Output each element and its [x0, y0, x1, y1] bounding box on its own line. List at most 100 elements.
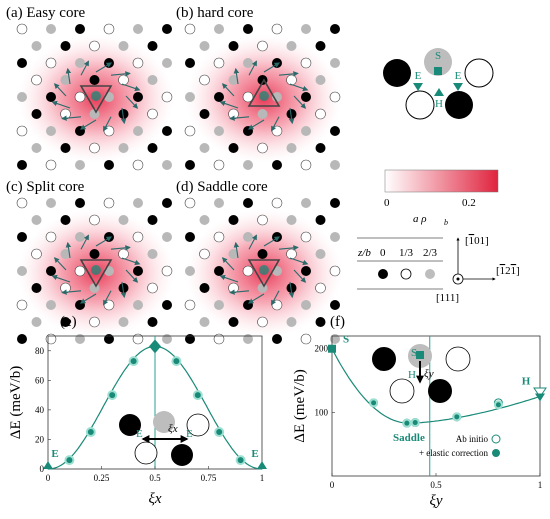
zb-table: z/b 0 1/3 2/3: [357, 237, 443, 290]
displacement-arrow: [103, 290, 112, 306]
atom-black: [89, 249, 100, 259]
atom-black: [272, 160, 282, 170]
y-tick-label: 20: [35, 434, 45, 444]
data-point: [107, 390, 118, 401]
atom-gray: [17, 92, 27, 102]
data-point-S: [328, 344, 336, 353]
inset-label-xi: ξx: [168, 423, 178, 435]
colorbar-max: 0.2: [462, 197, 476, 209]
atom-gray: [301, 300, 311, 310]
atom-gray: [133, 300, 143, 310]
atom-black: [147, 41, 158, 51]
data-point: [85, 427, 96, 438]
displacement-arrow: [289, 257, 309, 266]
atom-gray: [147, 75, 158, 85]
atom-gray: [199, 215, 210, 225]
atom-gray: [301, 198, 311, 208]
x-tick-label: 0.25: [94, 473, 110, 483]
atom-gray: [118, 317, 129, 327]
atom-white: [186, 413, 210, 437]
endpoint-label: E: [251, 448, 258, 460]
atom-black: [118, 283, 129, 293]
y-tick-label: 100: [315, 407, 329, 417]
atom-black: [228, 143, 239, 153]
displacement-arrow: [120, 107, 127, 125]
atom-black: [243, 198, 253, 208]
atom-white: [147, 108, 158, 120]
legend-abinitio: Ab initio: [456, 434, 489, 444]
panel-label-d: (d) Saddle core: [176, 179, 268, 195]
atom-white: [31, 74, 42, 86]
core-triangle: [247, 259, 281, 288]
atom-gray: [46, 24, 56, 34]
atom-black: [185, 232, 195, 242]
atom-white: [103, 197, 115, 209]
atom-gray: [133, 198, 143, 208]
displacement-arrow: [293, 95, 307, 109]
atom-gray: [46, 300, 56, 310]
inset-label-xi: ξy: [424, 368, 434, 380]
displacement-arrow: [219, 274, 239, 283]
atom-white: [329, 265, 341, 277]
atom-black: [162, 126, 172, 136]
legend-marker: [492, 449, 500, 457]
atom-gray: [133, 24, 143, 34]
atom-white: [134, 441, 158, 465]
atom-white: [132, 159, 144, 171]
atom-white: [315, 108, 326, 120]
core-triangle: [79, 259, 113, 288]
atom-black: [228, 215, 239, 225]
endpoint-label: E: [51, 448, 58, 460]
y-tick-label: 60: [35, 375, 45, 385]
core-center-marker: [91, 91, 101, 101]
data-point-E: [257, 461, 267, 469]
x-axis-label: ξx: [148, 491, 161, 507]
atom-gray: [286, 215, 297, 225]
data-point: [214, 427, 225, 438]
atom-gray: [153, 411, 175, 433]
colorbar-label-sub: b: [444, 218, 448, 227]
atom-white: [271, 23, 283, 35]
atom-gray: [214, 198, 224, 208]
displacement-arrow: [125, 95, 139, 109]
displacement-arrow: [80, 60, 89, 76]
atom-gray: [75, 334, 85, 344]
atom-black: [46, 92, 56, 102]
displacement-arrow: [61, 289, 82, 295]
atom-gray: [214, 126, 224, 136]
atom-white: [286, 248, 297, 260]
atom-black: [75, 24, 85, 34]
atom-gray: [228, 249, 239, 259]
atom-black: [31, 109, 42, 119]
core-triangle: [79, 85, 113, 114]
displacement-arrow: [53, 83, 67, 97]
atom-black: [301, 266, 311, 276]
legend-marker: [491, 434, 501, 444]
direction-out: [111]: [436, 292, 459, 304]
displacement-arrow: [271, 290, 280, 306]
atom-white: [118, 74, 129, 86]
endpoint-label: S: [343, 334, 349, 346]
atom-black: [315, 143, 326, 153]
atom-black: [31, 283, 42, 293]
atom-white: [257, 214, 268, 226]
atom-black: [119, 414, 141, 436]
lattice-split-core: [16, 197, 174, 345]
atom-white: [89, 316, 100, 328]
displacement-arrow: [293, 269, 307, 283]
atom-gray: [31, 41, 42, 51]
atom-black: [445, 91, 473, 119]
atom-black: [147, 215, 158, 225]
atom-black: [199, 109, 210, 119]
inset-label-H: H: [408, 369, 416, 381]
displacement-arrow: [233, 67, 240, 85]
atom-black: [315, 41, 326, 51]
atom-white: [389, 378, 415, 404]
atom-gray: [214, 300, 224, 310]
y-tick-label: 40: [35, 405, 45, 415]
crystal-directions: [101] [121] [111]: [436, 235, 520, 304]
atom-gray: [60, 249, 71, 259]
atom-white: [213, 231, 225, 243]
data-point: [128, 356, 139, 367]
